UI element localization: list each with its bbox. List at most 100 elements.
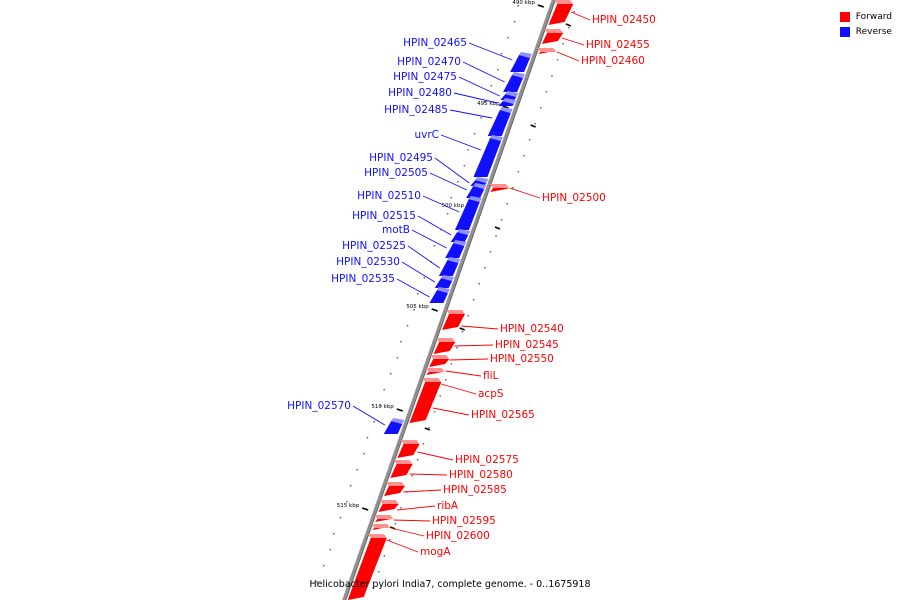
minor-tick-dot	[495, 235, 497, 237]
minor-tick-dot	[457, 181, 459, 183]
gene-arrow-HPIN_02545	[433, 342, 456, 354]
leader-line-HPIN_02460	[556, 51, 580, 62]
gene-face-HPIN_02580	[393, 460, 413, 464]
gene-label-ribA: ribA	[437, 500, 459, 512]
minor-tick-dot	[439, 395, 441, 397]
minor-tick-dot	[356, 469, 358, 471]
leader-line-HPIN_02450	[570, 11, 591, 21]
gene-face-HPIN_02550	[430, 355, 450, 359]
gene-face-HPIN_02535	[436, 287, 450, 293]
legend-label-reverse: Reverse	[855, 26, 892, 37]
gene-face-HPIN_02505	[473, 183, 487, 189]
minor-tick-dot	[333, 533, 335, 535]
gene-label-HPIN_02575: HPIN_02575	[455, 454, 519, 466]
minor-tick-dot	[556, 59, 559, 61]
minor-tick-dot	[513, 21, 516, 23]
leader-line-HPIN_02540	[461, 325, 499, 330]
gene-arrow-HPIN_02455	[541, 33, 564, 44]
gene-face-HPIN_02585	[385, 482, 405, 486]
minor-tick-dot	[394, 523, 397, 525]
gene-label-HPIN_02580: HPIN_02580	[449, 469, 513, 481]
minor-tick-dot	[400, 507, 402, 509]
gene-face-HPIN_02500	[490, 184, 510, 188]
gene-labels: HPIN_02450 HPIN_02455 HPIN_02460 HPIN_02465…	[287, 11, 656, 558]
leader-line-HPIN_02470	[462, 61, 505, 83]
leader-line-HPIN_02570	[352, 405, 386, 426]
gene-label-HPIN_02530: HPIN_02530	[336, 256, 400, 268]
leader-line-motB	[411, 229, 447, 249]
leader-line-HPIN_02595	[393, 519, 431, 522]
minor-tick-dot	[573, 11, 576, 13]
gene-face-HPIN_02460	[537, 48, 557, 52]
major-tick	[431, 308, 438, 312]
legend-item-reverse: Reverse	[839, 24, 892, 39]
gene-arrow-HPIN_02465	[510, 55, 531, 72]
major-tick-right	[424, 427, 431, 431]
minor-tick-dot	[463, 165, 466, 167]
minor-tick-dot	[417, 459, 419, 461]
minor-tick-dot	[467, 149, 469, 151]
gene-face-HPIN_02450	[554, 0, 574, 4]
tick-label: 515 kbp	[337, 503, 360, 509]
minor-tick-dot	[413, 309, 415, 311]
minor-tick-dot	[567, 27, 570, 29]
major-tick	[361, 507, 369, 511]
gene-face-HPIN_02575	[400, 440, 420, 444]
gene-face-HPIN_02455	[544, 29, 564, 33]
minor-tick-dot	[383, 389, 385, 391]
gene-arrow-HPIN_02470	[503, 75, 524, 92]
minor-tick-dot	[506, 203, 508, 205]
gene-face-HPIN_02525	[447, 257, 461, 263]
leader-line-HPIN_02575	[417, 451, 454, 461]
minor-tick-dot	[346, 501, 348, 503]
gene-face-fliL	[425, 368, 445, 372]
gene-arrow-HPIN_02450	[548, 4, 574, 25]
minor-tick-dot	[490, 85, 493, 87]
gene-face-HPIN_02540	[446, 310, 466, 314]
gene-face-HPIN_02530	[441, 275, 455, 281]
leader-line-HPIN_02500	[509, 187, 541, 199]
minor-tick-dot	[379, 405, 382, 407]
minor-tick-dot	[450, 197, 452, 199]
gene-label-HPIN_02455: HPIN_02455	[586, 39, 650, 51]
tick-label: 505 kbp	[406, 304, 429, 310]
minor-tick-dot	[396, 357, 399, 359]
minor-tick-dot	[507, 37, 509, 39]
reverse-swatch	[839, 26, 850, 37]
axis-line	[342, 0, 555, 600]
gene-face-ribA	[379, 500, 399, 504]
gene-arrow-HPIN_02535	[429, 290, 448, 303]
gene-label-HPIN_02535: HPIN_02535	[331, 273, 395, 285]
gene-face-HPIN_02495	[475, 177, 489, 183]
gene-label-HPIN_02545: HPIN_02545	[495, 339, 559, 351]
leader-line-fliL	[445, 370, 482, 377]
gene-arrow-HPIN_02480	[498, 101, 514, 106]
gene-arrow-HPIN_02580	[390, 464, 413, 478]
minor-tick-dot	[472, 299, 475, 301]
leader-line-HPIN_02485	[449, 109, 493, 119]
minor-tick-dot	[377, 571, 380, 573]
leader-line-acpS	[441, 383, 477, 395]
leader-line-HPIN_02495	[434, 157, 470, 184]
leader-line-HPIN_02550	[449, 358, 489, 361]
leader-line-HPIN_02525	[407, 245, 440, 269]
gene-label-acpS: acpS	[478, 388, 504, 400]
gene-arrow-HPIN_02540	[442, 314, 466, 330]
minor-tick-dot	[534, 123, 536, 125]
minor-tick-dot	[349, 485, 352, 487]
gene-face-HPIN_02470	[512, 72, 526, 78]
gene-arrow-HPIN_02550	[429, 359, 450, 367]
gene-face-HPIN_02480	[502, 98, 516, 104]
genome-caption: Helicobacter pylori India7, complete gen…	[309, 579, 591, 590]
leader-line-HPIN_02585	[403, 489, 442, 493]
legend: Forward Reverse	[839, 9, 892, 39]
leader-line-HPIN_02510	[422, 195, 460, 213]
gene-arrow-HPIN_02515	[450, 232, 469, 242]
gene-face-HPIN_02475	[505, 91, 519, 97]
gene-label-HPIN_02475: HPIN_02475	[393, 71, 457, 83]
minor-tick-dot	[480, 117, 482, 119]
gene-features	[347, 0, 574, 600]
gene-label-HPIN_02495: HPIN_02495	[369, 152, 433, 164]
minor-tick-dot	[433, 245, 436, 247]
